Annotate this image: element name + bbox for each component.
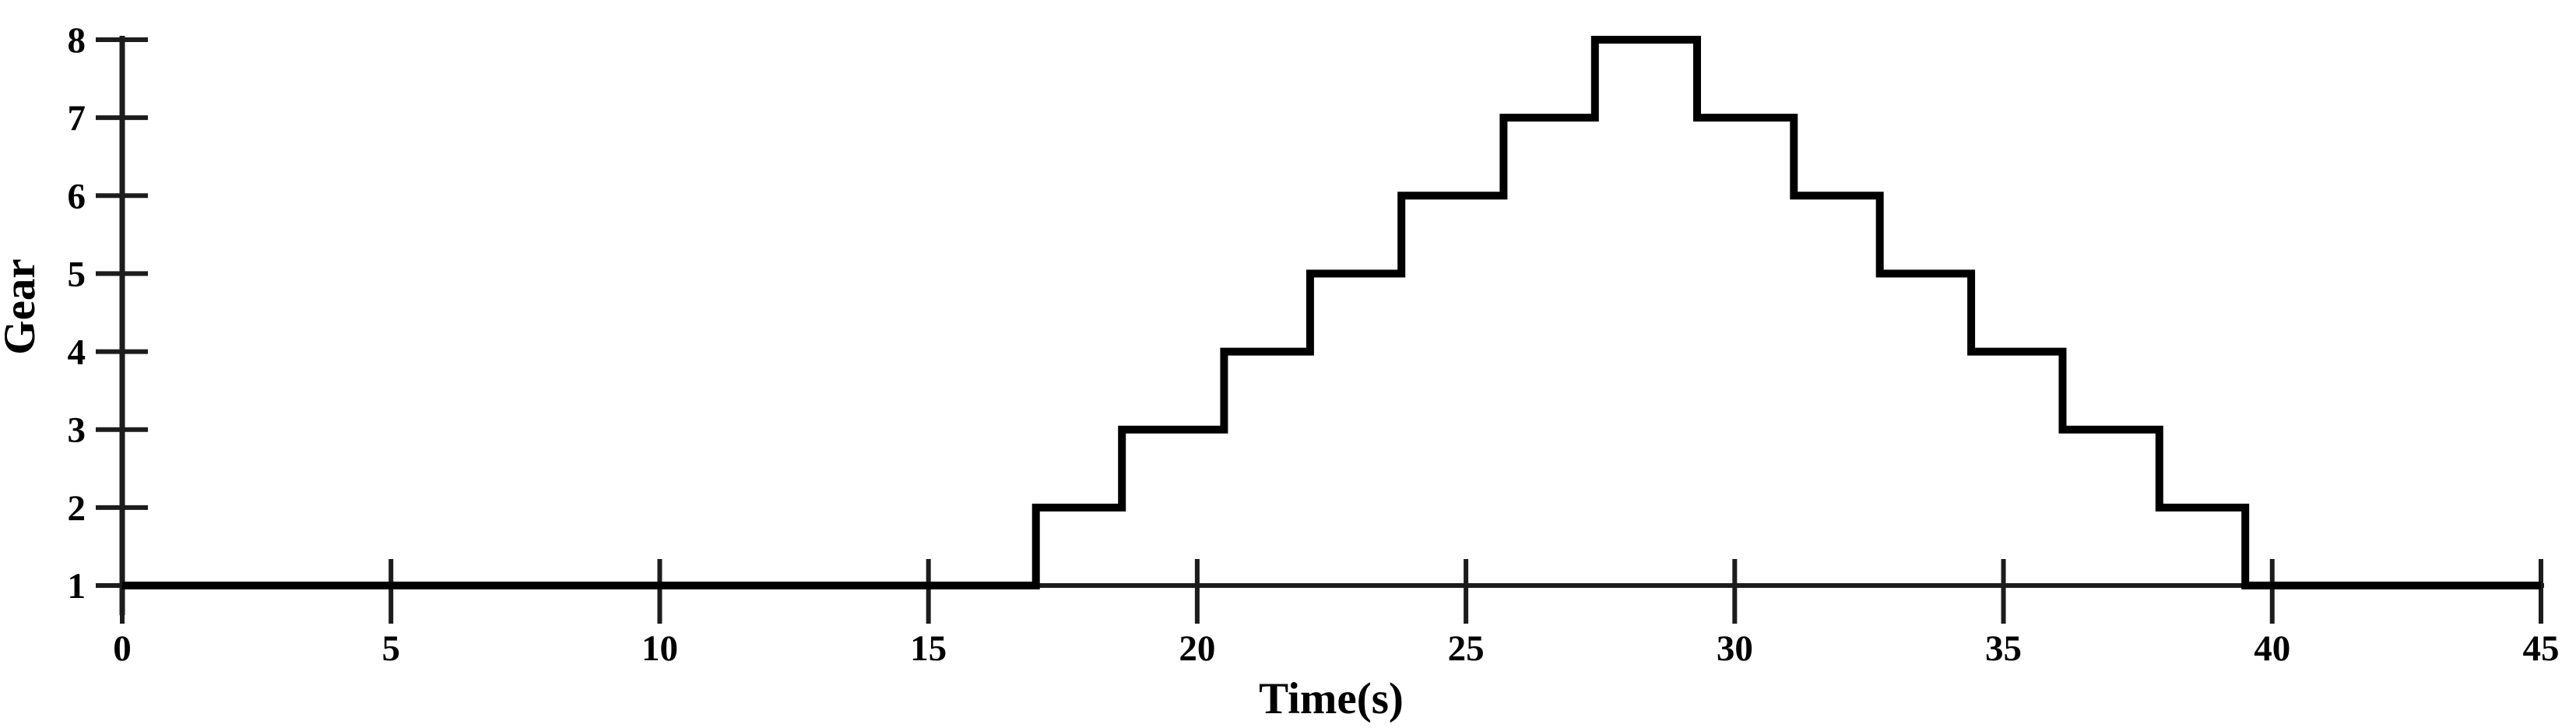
gear-series-line [122,36,2541,589]
x-tick-label: 25 [1448,628,1485,669]
y-tick-label: 1 [68,566,86,607]
x-tick-label: 15 [910,628,947,669]
x-axis-title: Time(s) [1259,674,1404,723]
x-tick-label: 40 [2254,628,2290,669]
x-tick-label: 5 [381,628,400,669]
y-tick-label: 3 [68,410,86,451]
y-axis-title: Gear [0,258,44,354]
y-tick-label: 6 [68,176,86,216]
x-tick-label: 10 [641,628,678,669]
x-tick-label: 20 [1179,628,1215,669]
x-tick-label: 0 [113,628,132,669]
axes-group [96,35,2544,624]
y-tick-label: 5 [68,254,86,294]
y-tick-label: 2 [68,488,86,529]
x-tick-label: 30 [1717,628,1753,669]
x-tick-label: 35 [1985,628,2022,669]
y-tick-label: 7 [68,98,86,139]
series-group [122,36,2541,589]
y-tick-label: 4 [68,332,86,373]
y-tick-label: 8 [68,20,86,61]
x-tick-label: 45 [2522,628,2559,669]
